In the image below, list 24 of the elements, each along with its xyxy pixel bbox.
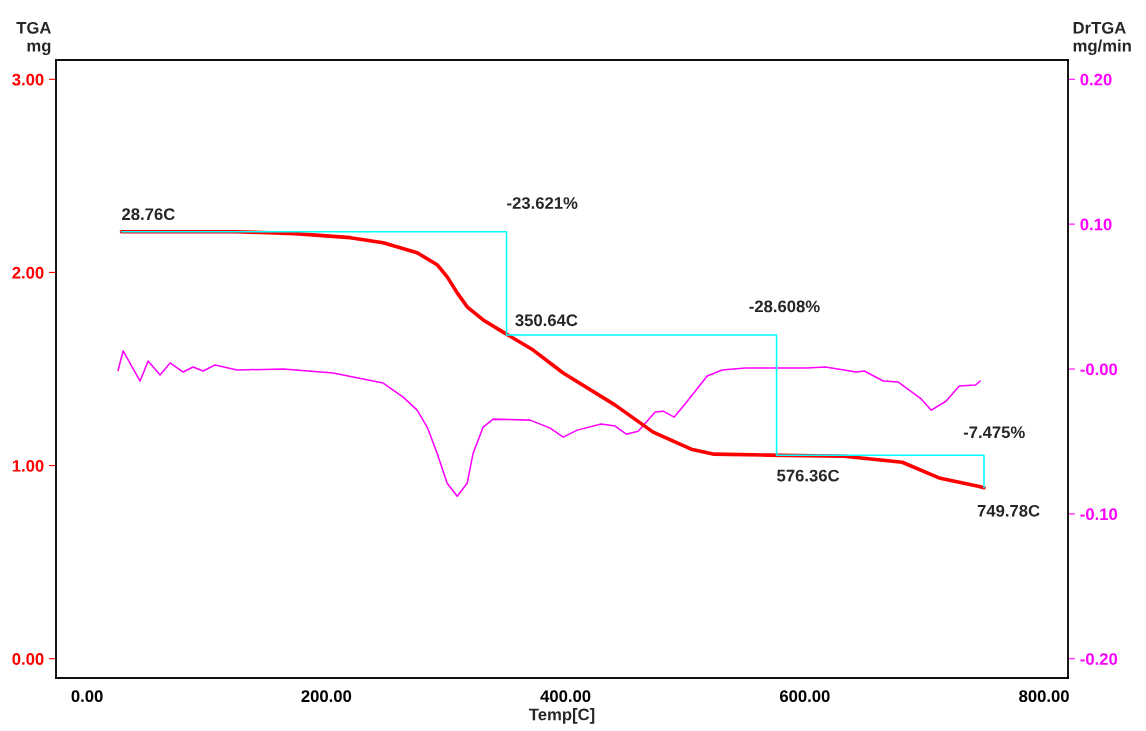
x-tick-label: 200.00 bbox=[301, 690, 352, 703]
annotation: -28.608% bbox=[749, 300, 820, 313]
y2-tick-label: -0.00 bbox=[1080, 363, 1118, 376]
x-tick-label: 0.00 bbox=[71, 690, 103, 703]
annotation: 28.76C bbox=[122, 208, 175, 221]
y-tick-label: 0.00 bbox=[12, 653, 44, 665]
x-axis-title: Temp[C] bbox=[529, 708, 595, 724]
x-tick-label: 600.00 bbox=[779, 690, 830, 703]
annotation: 749.78C bbox=[977, 504, 1040, 517]
x-tick-label: 400.00 bbox=[540, 690, 591, 703]
y-tick-label: 2.00 bbox=[12, 266, 44, 279]
y-tick-label: 3.00 bbox=[12, 73, 44, 86]
annotation: -7.475% bbox=[963, 426, 1025, 439]
y2-tick-label: -0.20 bbox=[1080, 653, 1118, 665]
annotation: 576.36C bbox=[777, 469, 840, 482]
y-axis-title: TGA mg bbox=[16, 21, 51, 55]
y2-axis-title: DrTGA mg/min bbox=[1073, 21, 1131, 55]
y-tick-label: 1.00 bbox=[12, 459, 44, 472]
annotation: 350.64C bbox=[515, 314, 578, 327]
x-tick-label: 800.00 bbox=[1019, 690, 1069, 703]
y2-tick-label: 0.20 bbox=[1080, 73, 1112, 86]
y2-tick-label: 0.10 bbox=[1080, 218, 1112, 231]
annotation: -23.621% bbox=[507, 197, 578, 209]
y2-tick-label: -0.10 bbox=[1080, 508, 1118, 521]
